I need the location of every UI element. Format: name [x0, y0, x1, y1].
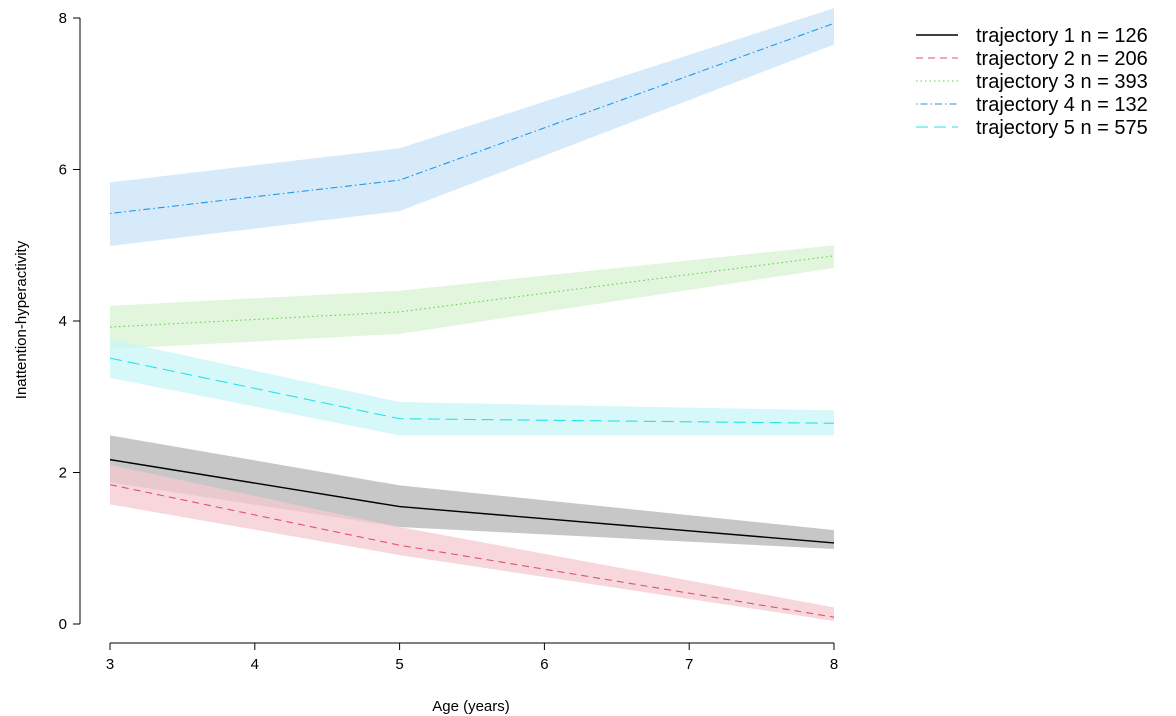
legend-item: trajectory 2 n = 206 — [916, 48, 1148, 70]
legend-item: trajectory 5 n = 575 — [916, 117, 1148, 139]
legend-label-trajectory-4: trajectory 4 n = 132 — [976, 94, 1148, 116]
y-axis-title: Inattention-hyperactivity — [13, 240, 30, 399]
series-line-trajectory-4 — [109, 22, 835, 214]
y-axis-ticks: 0 2 4 6 8 — [59, 10, 80, 633]
x-tick-label: 7 — [685, 656, 693, 673]
legend-item: trajectory 1 n = 126 — [916, 25, 1148, 47]
series-line-trajectory-5 — [109, 357, 835, 424]
y-tick-label: 8 — [59, 10, 67, 27]
x-tick-label: 6 — [540, 656, 548, 673]
series-line-trajectory-3 — [109, 255, 835, 328]
series-line-trajectory-1 — [109, 458, 835, 544]
x-tick-label: 5 — [395, 656, 403, 673]
confidence-band-trajectory-5 — [110, 339, 834, 436]
axes: 3 4 5 6 7 8 0 2 4 6 8 Age (years) Inattention-hyp… — [13, 10, 838, 715]
y-tick-label: 6 — [59, 162, 67, 179]
confidence-bands — [110, 8, 834, 621]
series-lines — [109, 22, 835, 618]
y-tick-label: 4 — [59, 313, 67, 330]
confidence-band-trajectory-3 — [110, 245, 834, 350]
y-tick-label: 0 — [59, 616, 67, 633]
legend-item: trajectory 3 n = 393 — [916, 71, 1148, 93]
legend-label-trajectory-5: trajectory 5 n = 575 — [976, 117, 1148, 139]
x-axis-ticks: 3 4 5 6 7 8 — [106, 643, 838, 673]
y-tick-label: 2 — [59, 465, 67, 482]
legend-label-trajectory-1: trajectory 1 n = 126 — [976, 25, 1148, 47]
x-tick-label: 8 — [830, 656, 838, 673]
x-axis-title: Age (years) — [432, 698, 510, 715]
x-tick-label: 3 — [106, 656, 114, 673]
legend-label-trajectory-2: trajectory 2 n = 206 — [976, 48, 1148, 70]
legend-item: trajectory 4 n = 132 — [916, 94, 1148, 116]
x-tick-label: 4 — [251, 656, 259, 673]
confidence-band-trajectory-1 — [110, 435, 834, 550]
legend-label-trajectory-3: trajectory 3 n = 393 — [976, 71, 1148, 93]
confidence-band-trajectory-2 — [110, 464, 834, 621]
series-line-trajectory-2 — [109, 484, 835, 618]
confidence-band-trajectory-4 — [110, 8, 834, 247]
